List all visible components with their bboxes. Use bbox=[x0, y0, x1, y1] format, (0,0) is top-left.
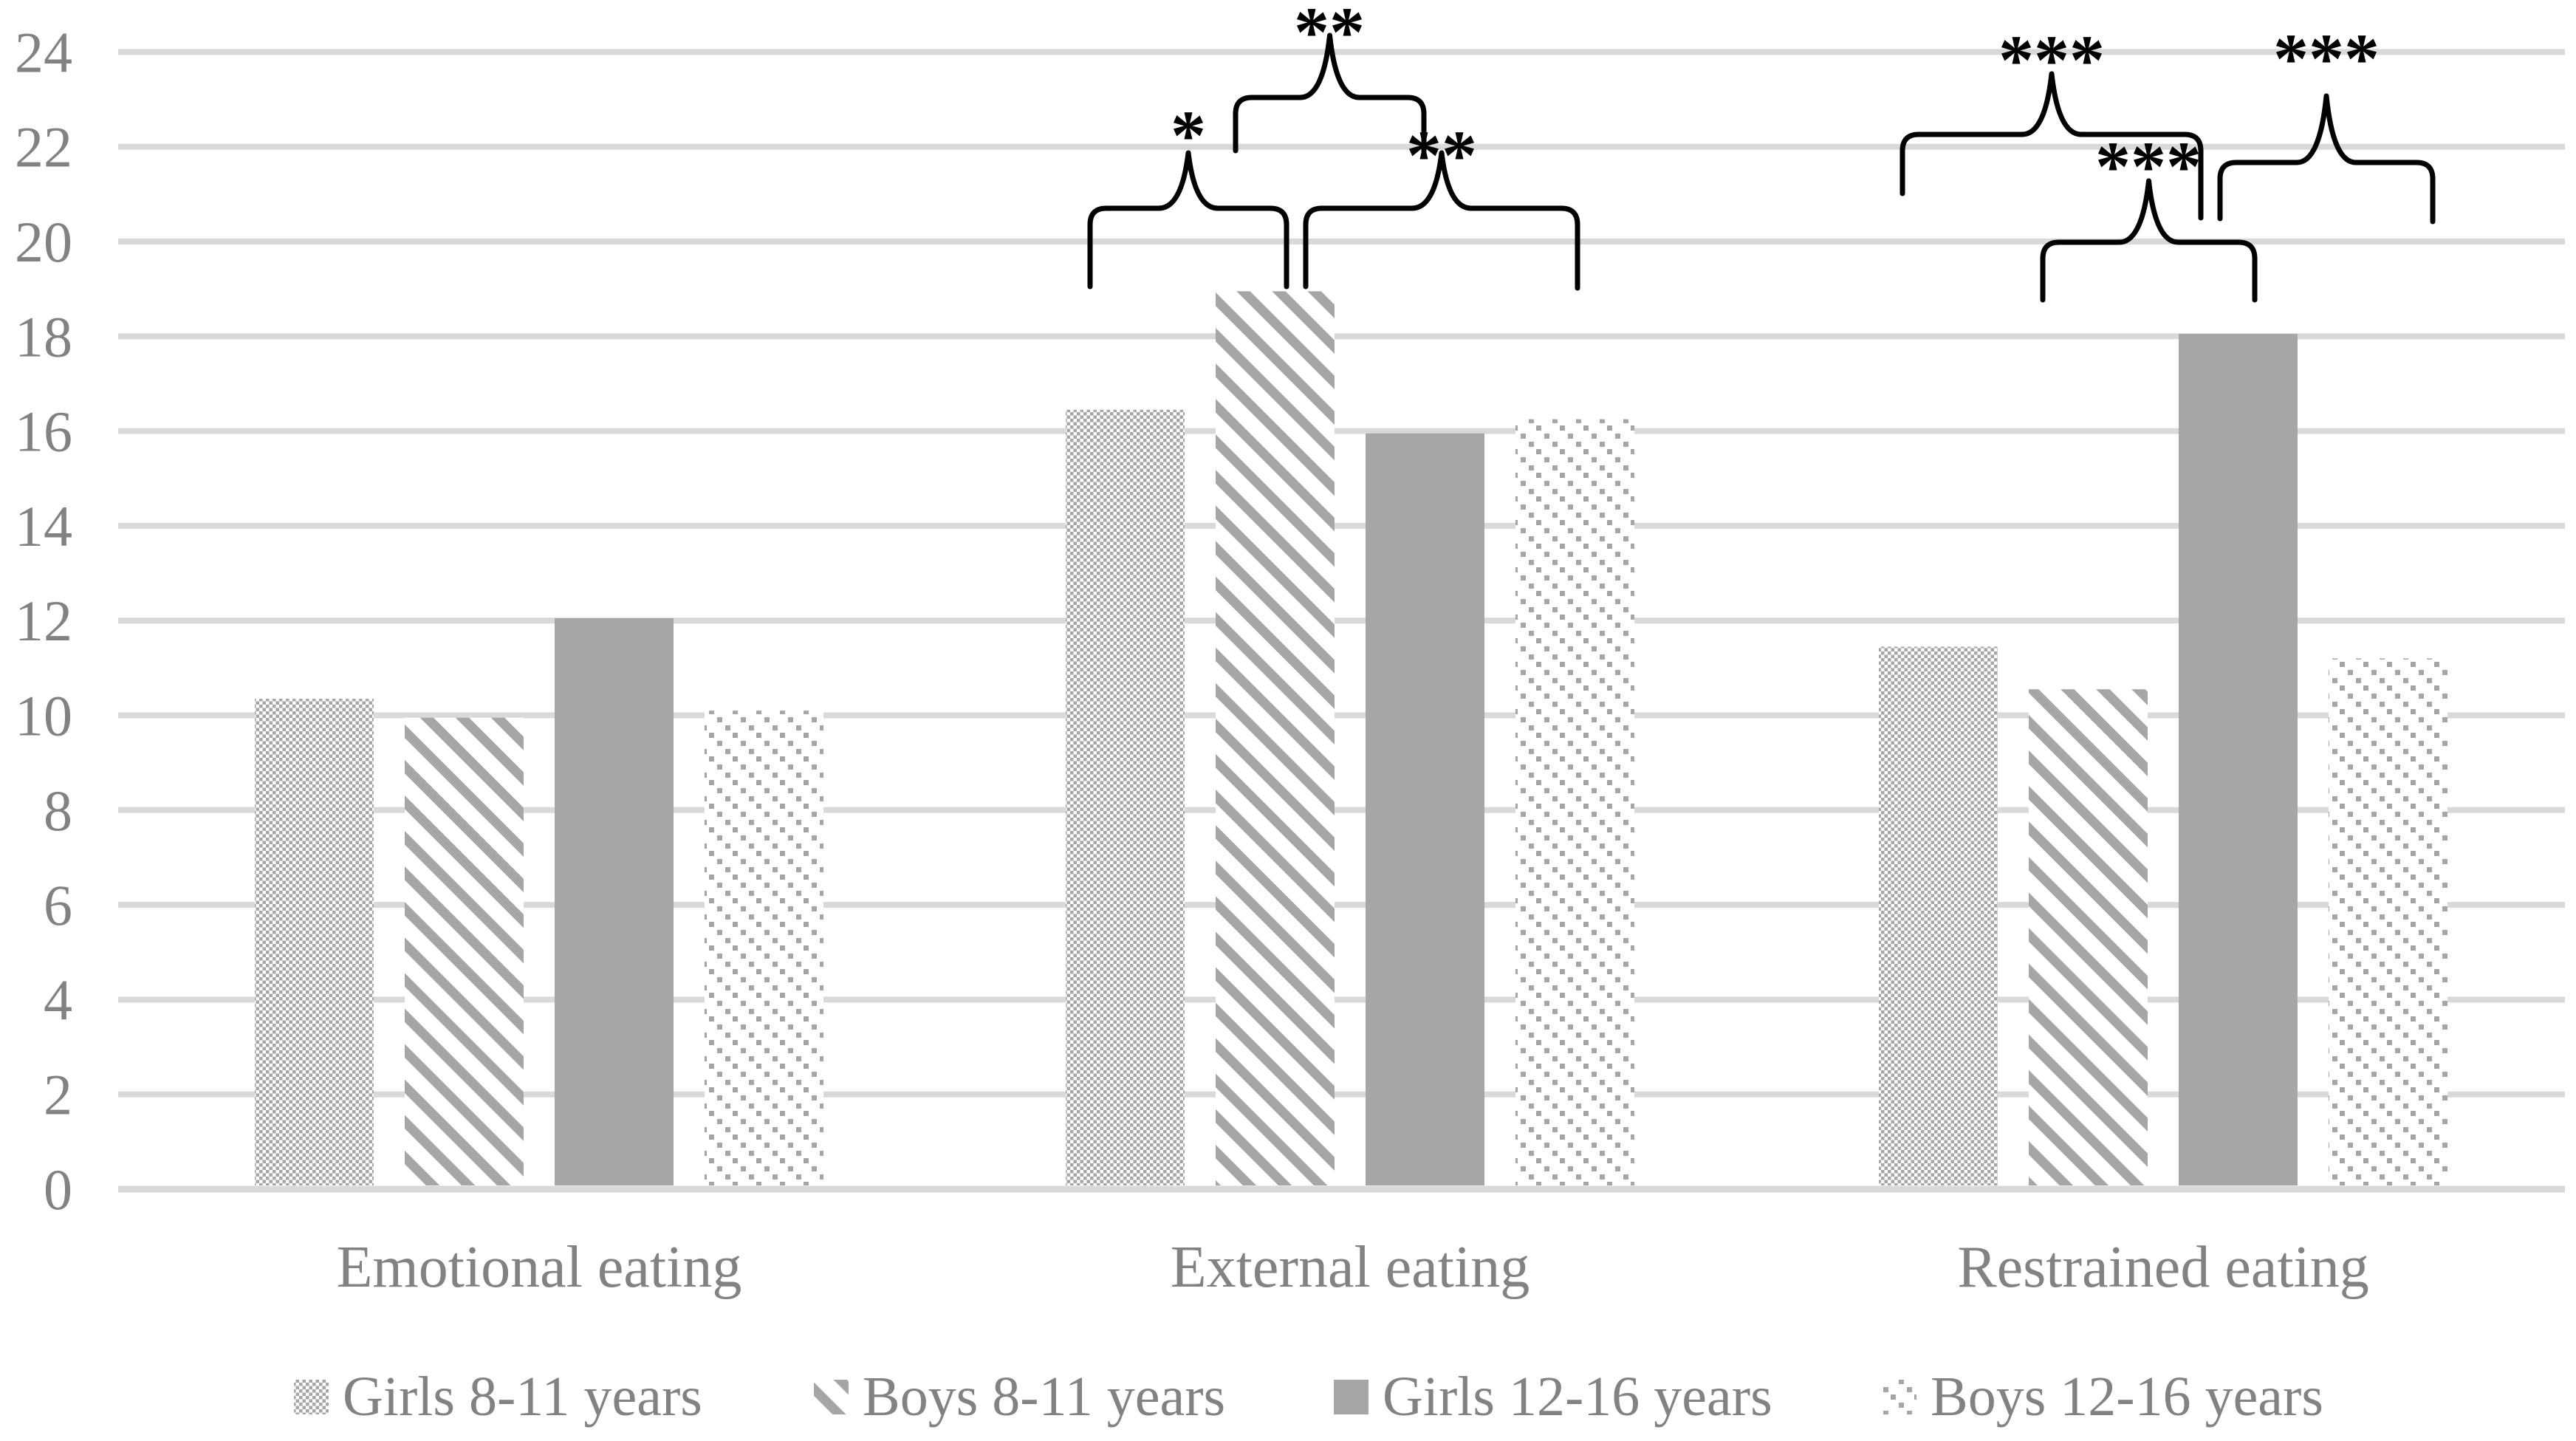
y-axis-tick-label: 24 bbox=[15, 20, 72, 84]
bar-boys-12-16-years-external-eating bbox=[1515, 419, 1634, 1185]
significance-brace-4 bbox=[2217, 93, 2436, 225]
significance-label: *** bbox=[2095, 127, 2202, 206]
x-axis-category-label: Restrained eating bbox=[1957, 1235, 2369, 1300]
significance-label: *** bbox=[2273, 19, 2380, 98]
legend-swatch-girls-12-16-years bbox=[1334, 1380, 1368, 1414]
significance-brace-5 bbox=[2040, 178, 2258, 303]
significance-brace-2 bbox=[1233, 32, 1427, 154]
bar-boys-8-11-years-restrained-eating bbox=[2029, 689, 2148, 1185]
legend-swatch-boys-12-16-years bbox=[1882, 1380, 1916, 1414]
legend-label: Girls 12-16 years bbox=[1383, 1366, 1772, 1428]
legend: Girls 8-11 years Boys 8-11 years Girls 12-… bbox=[294, 1366, 2323, 1428]
significance-brace-3 bbox=[1900, 71, 2204, 221]
y-axis-tick-label: 10 bbox=[15, 684, 72, 748]
y-axis-tick-label: 20 bbox=[15, 210, 72, 274]
significance-label: *** bbox=[1998, 21, 2105, 100]
bar-boys-12-16-years-restrained-eating bbox=[2329, 658, 2447, 1185]
x-axis-category-labels: Emotional eating External eating Restraine… bbox=[337, 1235, 2369, 1300]
bar-girls-12-16-years-emotional-eating bbox=[555, 617, 674, 1185]
y-axis-tick-label: 4 bbox=[44, 968, 72, 1032]
x-axis-category-label: External eating bbox=[1171, 1235, 1530, 1300]
y-axis-tick-label: 22 bbox=[15, 115, 72, 179]
y-axis-tick-label: 14 bbox=[15, 494, 72, 558]
bar-boys-8-11-years-emotional-eating bbox=[405, 717, 524, 1185]
y-axis-tick-label: 16 bbox=[15, 400, 72, 464]
y-axis-tick-label: 2 bbox=[44, 1063, 72, 1127]
legend-label: Boys 8-11 years bbox=[863, 1366, 1225, 1428]
bar-girls-12-16-years-restrained-eating bbox=[2179, 334, 2298, 1185]
bar-girls-8-11-years-restrained-eating bbox=[1879, 646, 1998, 1185]
significance-annotations: * **** *** ****** bbox=[1087, 0, 2436, 303]
y-axis-tick-label: 6 bbox=[44, 873, 72, 937]
legend-swatch-girls-8-11-years bbox=[294, 1380, 329, 1414]
y-axis-tick-label: 18 bbox=[15, 304, 72, 369]
y-axis-tick-label: 0 bbox=[44, 1157, 72, 1222]
bar-girls-12-16-years-external-eating bbox=[1366, 433, 1484, 1185]
legend-swatch-boys-8-11-years bbox=[814, 1380, 849, 1414]
legend-label: Girls 8-11 years bbox=[343, 1366, 702, 1428]
bar-girls-8-11-years-emotional-eating bbox=[255, 699, 374, 1185]
y-axis-tick-label: 8 bbox=[44, 778, 72, 843]
x-axis-category-label: Emotional eating bbox=[337, 1235, 742, 1300]
bars bbox=[255, 291, 2447, 1186]
y-axis-tick-label: 12 bbox=[15, 589, 72, 653]
bar-girls-8-11-years-external-eating bbox=[1066, 409, 1185, 1186]
significance-label: ** bbox=[1294, 0, 1365, 72]
significance-brace-1 bbox=[1303, 150, 1580, 291]
legend-label: Boys 12-16 years bbox=[1931, 1366, 2323, 1428]
bar-boys-8-11-years-external-eating bbox=[1216, 291, 1335, 1185]
significance-label: ** bbox=[1406, 116, 1477, 195]
significance-brace-0 bbox=[1087, 150, 1289, 290]
bar-boys-12-16-years-emotional-eating bbox=[705, 711, 823, 1185]
significance-label: * bbox=[1171, 96, 1206, 175]
